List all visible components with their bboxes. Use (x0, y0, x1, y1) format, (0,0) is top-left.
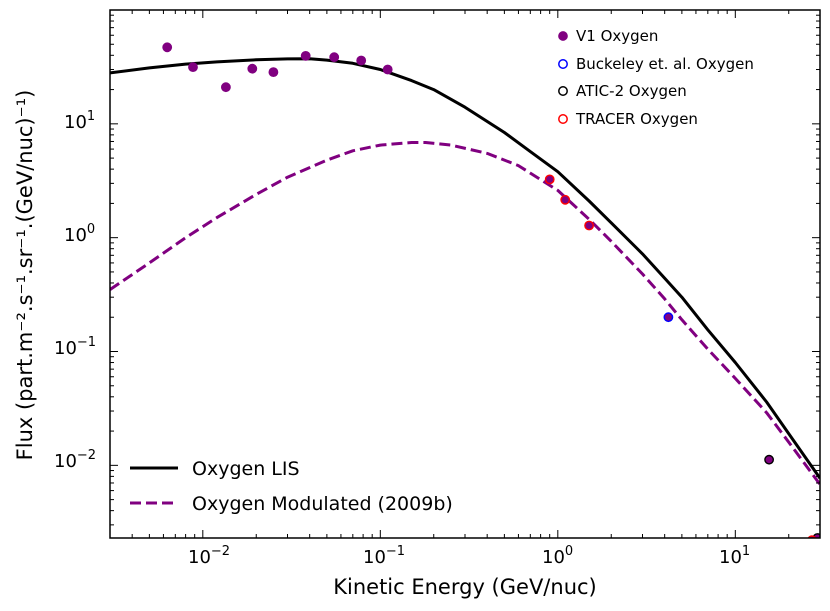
legend-label-buckeley: Buckeley et. al. Oxygen (576, 55, 754, 73)
axis-ticks (109, 10, 821, 538)
point-v1-oxygen (300, 51, 311, 61)
y-axis-title: Flux (part.m⁻².s⁻¹.sr⁻¹.(GeV/nuc)⁻¹) (13, 90, 37, 461)
x-tick-label: 101 (719, 544, 750, 568)
x-tick-labels: 10−2 10−1 100 101 (188, 544, 750, 568)
line-oxygen-lis (110, 57, 820, 480)
point-v1-oxygen (329, 52, 340, 63)
point-v1-oxygen (162, 42, 173, 53)
legend-label-atic: ATIC-2 Oxygen (576, 82, 687, 100)
plot-markers (162, 42, 820, 538)
point-v1-oxygen (188, 62, 198, 72)
legend-label-modulated: Oxygen Modulated (2009b) (192, 493, 453, 515)
legend-marker-v1 (558, 31, 568, 41)
point-tracer-oxygen (584, 220, 594, 231)
x-tick-label: 10−2 (188, 544, 230, 568)
point-v1-oxygen (220, 82, 231, 93)
line-oxygen-modulated (110, 141, 820, 486)
x-tick-label: 10−1 (363, 544, 405, 568)
y-tick-label: 100 (64, 222, 95, 246)
legend-label-tracer: TRACER Oxygen (575, 110, 698, 128)
plot-lines (110, 57, 820, 486)
y-tick-label: 10−2 (54, 448, 96, 472)
point-v1-oxygen (356, 55, 367, 66)
legend-label-v1: V1 Oxygen (576, 27, 658, 45)
legend-marker-tracer (558, 114, 568, 124)
legend-lines: Oxygen LIS Oxygen Modulated (2009b) (130, 458, 453, 515)
point-v1-oxygen (268, 67, 279, 78)
y-tick-label: 101 (64, 109, 95, 133)
point-buckeley-et-al-oxygen (663, 312, 674, 323)
point-atic-2-oxygen (764, 454, 774, 465)
legend-label-lis: Oxygen LIS (192, 458, 300, 480)
point-v1-oxygen (382, 64, 393, 75)
point-v1-oxygen (247, 63, 258, 74)
legend-markers: V1 Oxygen Buckeley et. al. Oxygen ATIC-2… (558, 27, 754, 128)
legend-marker-atic (558, 86, 568, 96)
y-tick-label: 10−1 (54, 335, 96, 359)
point-tracer-oxygen (544, 174, 555, 185)
x-axis-title: Kinetic Energy (GeV/nuc) (333, 575, 597, 599)
point-tracer-oxygen (560, 194, 571, 205)
x-tick-label: 100 (542, 544, 573, 568)
legend-marker-buckeley (558, 59, 568, 69)
y-tick-labels: 101 100 10−1 10−2 (54, 109, 96, 472)
